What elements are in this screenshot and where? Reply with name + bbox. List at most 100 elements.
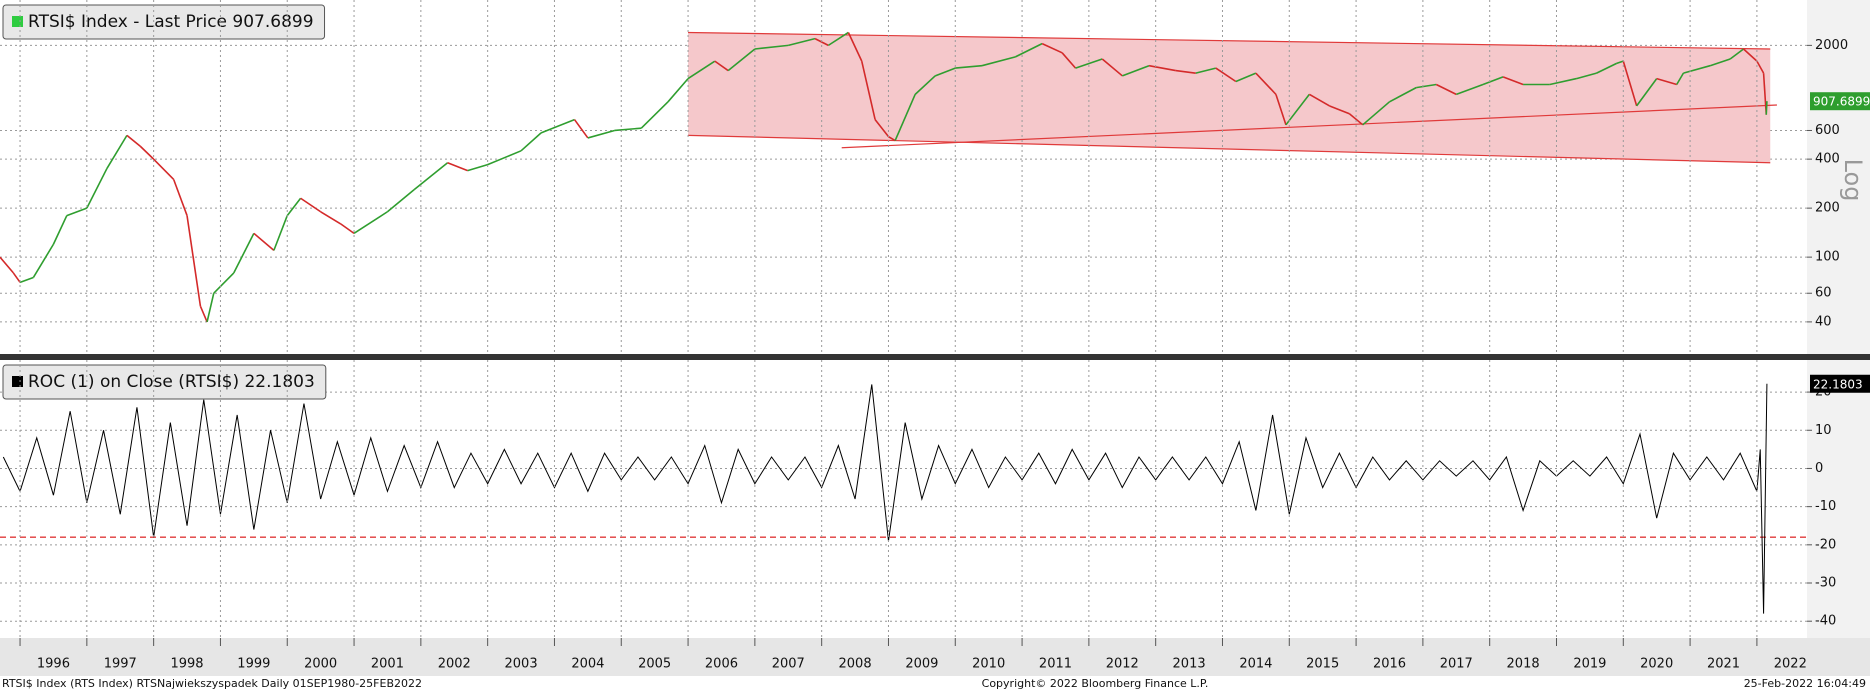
footer-left: RTSI$ Index (RTS Index) RTSNajwiekszyspa… — [2, 677, 422, 690]
price-segment — [1676, 72, 1685, 85]
panel-divider — [0, 354, 1870, 360]
price-segment — [139, 145, 155, 160]
price-segment — [714, 60, 729, 72]
price-segment — [1148, 64, 1176, 72]
x-tick-label: 2016 — [1373, 657, 1406, 672]
price-segment — [1215, 67, 1237, 83]
price-segment — [540, 118, 575, 134]
y-tick-label: 10 — [1815, 423, 1832, 438]
price-segment — [1729, 48, 1745, 60]
x-tick-label: 1997 — [104, 657, 137, 672]
price-segment — [1435, 83, 1457, 96]
y-tick-label: 400 — [1815, 152, 1840, 167]
price-segment — [286, 197, 302, 217]
price-segment — [573, 119, 589, 139]
price-segment — [1765, 101, 1768, 115]
y-tick-label: 0 — [1815, 461, 1823, 476]
roc-line — [2, 383, 1768, 614]
price-segment — [894, 94, 916, 141]
price-segment — [1329, 105, 1350, 115]
price-segment — [727, 48, 756, 72]
price-segment — [12, 272, 21, 283]
x-tick-label: 2005 — [638, 657, 671, 672]
price-segment — [1308, 93, 1330, 107]
x-tick-label: 2012 — [1106, 657, 1139, 672]
price-segment — [1235, 72, 1257, 83]
price-segment — [206, 293, 215, 323]
price-segment — [447, 162, 468, 172]
price-segment — [520, 132, 542, 152]
x-tick-label: 2003 — [505, 657, 538, 672]
price-segment — [213, 272, 235, 294]
price-segment — [1596, 62, 1617, 74]
price-segment — [914, 75, 936, 95]
x-tick-label: 2006 — [705, 657, 738, 672]
price-segment — [814, 37, 829, 47]
price-segment — [1175, 69, 1196, 74]
x-tick-label: 2019 — [1573, 657, 1606, 672]
price-segment — [1616, 60, 1624, 65]
price-segment — [153, 158, 175, 181]
legend-text: RTSI$ Index - Last Price 907.6899 — [28, 12, 314, 32]
price-segment — [1416, 83, 1437, 89]
price-segment — [1195, 67, 1216, 74]
x-tick-label: 2002 — [438, 657, 471, 672]
price-segment — [1683, 64, 1711, 74]
y-tick-label: 2000 — [1815, 38, 1848, 53]
price-segment — [52, 215, 68, 245]
trend-line — [841, 104, 1777, 149]
x-tick-label: 2007 — [772, 657, 805, 672]
price-segment — [1362, 101, 1391, 126]
y-tick-label: 60 — [1815, 286, 1832, 301]
x-tick-label: 2010 — [972, 657, 1005, 672]
price-segment — [614, 127, 642, 132]
price-segment — [1075, 58, 1103, 69]
x-tick-label: 2004 — [571, 657, 604, 672]
x-tick-label: 2008 — [839, 657, 872, 672]
price-segment — [1285, 93, 1310, 126]
panel: 40 60 100 200 400 600 2000 907.6899 RTSI$ Index … — [0, 4, 1870, 329]
legend: ROC (1) on Close (RTSI$) 22.1803 — [2, 364, 327, 400]
x-tick-label: 1999 — [237, 657, 270, 672]
price-segment — [32, 243, 55, 278]
x-tick-label: 2021 — [1707, 657, 1740, 672]
x-tick-label: 2015 — [1306, 657, 1339, 672]
x-tick-label: 2014 — [1239, 657, 1272, 672]
price-segment — [1121, 64, 1150, 77]
price-segment — [1549, 77, 1577, 86]
price-segment — [340, 223, 355, 234]
price-segment — [467, 163, 488, 172]
price-segment — [1576, 72, 1597, 80]
last-value-label: 22.1803 — [1813, 377, 1863, 391]
channel-area — [688, 32, 1771, 163]
price-segment — [860, 60, 876, 120]
price-segment — [934, 67, 956, 77]
price-segment — [888, 135, 896, 142]
price-segment — [1061, 52, 1077, 69]
price-segment — [1275, 94, 1287, 126]
y-tick-label: -20 — [1815, 537, 1836, 552]
price-segment — [1389, 86, 1417, 103]
price-segment — [1456, 83, 1484, 96]
y-axis-label: Log — [1839, 159, 1867, 202]
x-tick-label: 2020 — [1640, 657, 1673, 672]
price-segment — [233, 232, 255, 274]
price-segment — [981, 56, 1016, 67]
price-segment — [640, 101, 669, 129]
x-tick-label: 2018 — [1507, 657, 1540, 672]
legend-swatch — [12, 376, 23, 387]
price-segment — [687, 60, 716, 80]
price-segment — [1041, 42, 1063, 54]
price-segment — [1101, 58, 1123, 77]
price-segment — [487, 150, 522, 166]
x-tick-label: 2017 — [1440, 657, 1473, 672]
price-segment — [667, 78, 689, 103]
price-segment — [1482, 76, 1504, 86]
price-segment — [273, 215, 288, 251]
price-segment — [66, 207, 88, 217]
price-segment — [0, 256, 14, 274]
x-tick-label: 1998 — [170, 657, 203, 672]
